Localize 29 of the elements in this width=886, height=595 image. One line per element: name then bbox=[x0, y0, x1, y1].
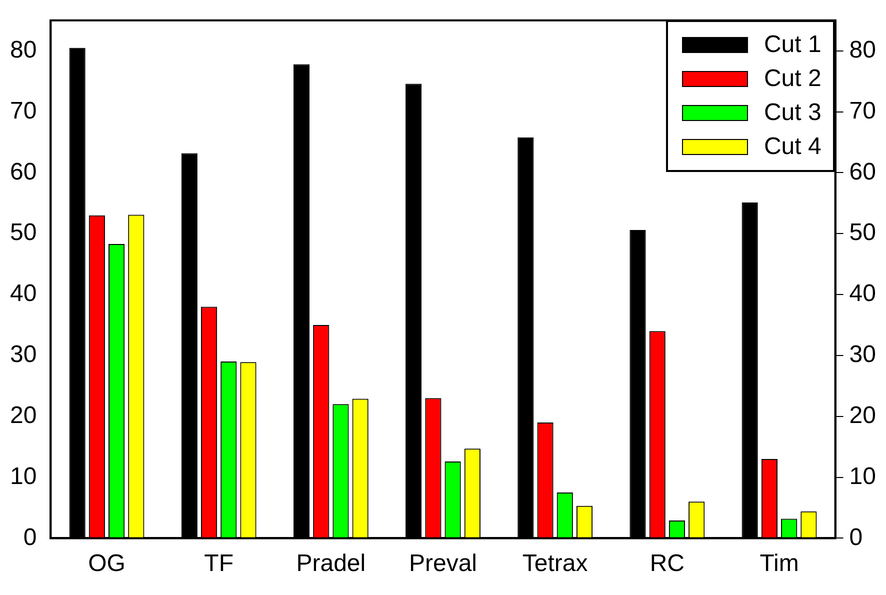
legend-label: Cut 1 bbox=[764, 31, 822, 60]
y-tick-label: 70 bbox=[10, 97, 37, 124]
y2-tick-label: 40 bbox=[849, 280, 876, 308]
legend-label: Cut 4 bbox=[764, 133, 822, 162]
y-tick-label: 20 bbox=[10, 402, 37, 429]
y-tick-label: 80 bbox=[10, 36, 37, 64]
y2-tick-label: 50 bbox=[849, 219, 876, 246]
legend-label: Cut 2 bbox=[764, 65, 822, 94]
y2-tick-label: 0 bbox=[849, 524, 863, 551]
y2-tick-label: 20 bbox=[849, 402, 876, 429]
x-tick-label: Preval bbox=[408, 550, 478, 578]
y2-tick-label: 10 bbox=[849, 462, 876, 490]
y-tick-label: 50 bbox=[10, 219, 37, 246]
x-tick-label: OG bbox=[88, 550, 126, 578]
y2-tick-label: 70 bbox=[849, 97, 876, 124]
y-tick-label: 60 bbox=[10, 158, 37, 186]
y-tick-label: 30 bbox=[10, 341, 37, 368]
y-tick-label: 0 bbox=[23, 524, 37, 551]
y2-tick-label: 80 bbox=[849, 36, 876, 64]
x-tick-label: Pradel bbox=[296, 550, 366, 578]
y2-tick-label: 60 bbox=[849, 158, 876, 186]
y-tick-label: 40 bbox=[10, 280, 37, 308]
y2-tick-label: 30 bbox=[849, 341, 876, 368]
legend-label: Cut 3 bbox=[764, 99, 822, 128]
x-tick-label: Tim bbox=[760, 550, 799, 578]
y-tick-label: 10 bbox=[10, 462, 37, 490]
x-tick-label: RC bbox=[650, 550, 685, 578]
x-tick-label: TF bbox=[204, 550, 234, 578]
x-tick-label: Tetrax bbox=[522, 550, 588, 578]
